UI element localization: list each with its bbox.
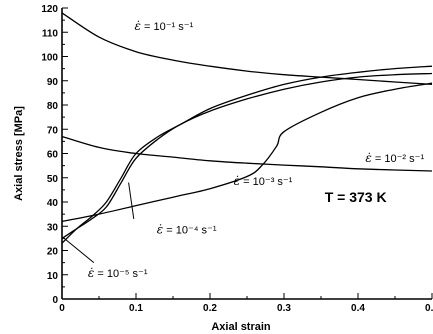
x-tick-label: 0.1: [129, 303, 143, 314]
leader-line: [63, 237, 95, 264]
y-tick-label: 90: [47, 77, 59, 88]
strain-rate-label: ε̇ = 10⁻⁵ s⁻¹: [88, 266, 148, 280]
series-line-5: [61, 65, 433, 244]
chart-ticks: 0 0.1 0.2 0.3 0.4 0.5 0 10 20 30 40 50 60 70 80 90 100 11…: [13, 4, 433, 333]
x-axis-title: Axial strain: [211, 321, 271, 333]
chart-lines: [61, 12, 433, 244]
series-line-2: [61, 135, 433, 172]
y-tick-label: 10: [47, 271, 59, 282]
y-tick-label: 50: [47, 174, 59, 185]
y-tick-label: 70: [47, 125, 59, 136]
series-line-1: [61, 12, 433, 86]
chart-annotations: ε̇ = 10⁻¹ s⁻¹ ε̇ = 10⁻² s⁻¹ ε̇ = 10⁻³ s⁻¹ ε…: [63, 19, 424, 280]
series-line-3: [61, 82, 433, 223]
x-tick-label: 0.4: [351, 303, 365, 314]
y-tick-label: 30: [47, 222, 59, 233]
y-tick-label: 110: [42, 28, 59, 39]
y-tick-label: 40: [47, 198, 59, 209]
y-tick-label: 80: [47, 101, 59, 112]
x-tick-label: 0.5: [425, 303, 433, 314]
y-axis-title: Axial stress [MPa]: [13, 106, 25, 201]
strain-rate-label: ε̇ = 10⁻⁴ s⁻¹: [157, 223, 217, 237]
x-tick-label: 0.2: [203, 303, 217, 314]
y-tick-label: 60: [47, 150, 59, 161]
y-tick-label: 0: [52, 295, 58, 306]
strain-rate-label: ε̇ = 10⁻¹ s⁻¹: [135, 19, 194, 33]
x-tick-label: 0: [59, 303, 65, 314]
strain-rate-label: ε̇ = 10⁻² s⁻¹: [365, 151, 424, 165]
leader-line: [128, 182, 135, 220]
x-tick-label: 0.3: [277, 303, 291, 314]
temperature-label: T = 373 K: [325, 189, 387, 205]
strain-rate-label: ε̇ = 10⁻³ s⁻¹: [234, 174, 293, 188]
y-tick-label: 120: [41, 4, 58, 15]
y-tick-label: 20: [47, 247, 59, 258]
y-tick-label: 100: [41, 53, 58, 64]
